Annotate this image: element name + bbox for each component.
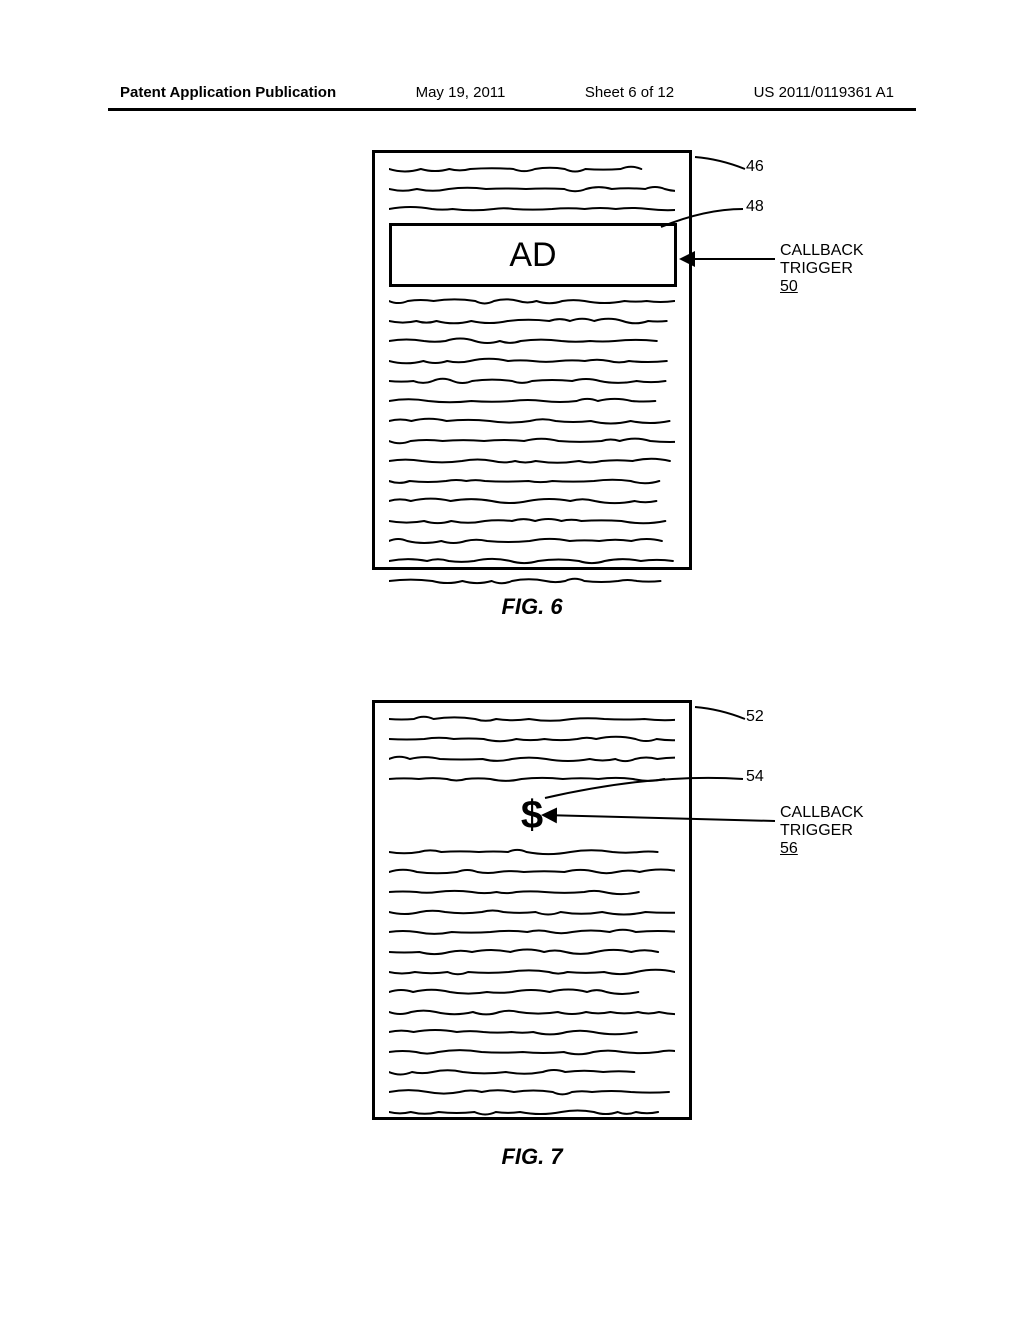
figure-6: AD 46 48 CALLBACK TRIGGER 50 FIG. 6: [332, 150, 692, 620]
header-pubno: US 2011/0119361 A1: [754, 84, 894, 101]
page-header: Patent Application Publication May 19, 2…: [0, 84, 1024, 101]
header-date: May 19, 2011: [416, 84, 506, 101]
fig7-ref-symbol: 54: [746, 768, 764, 786]
fig7-symbol: $: [389, 793, 675, 838]
fig7-label: FIG. 7: [372, 1144, 692, 1170]
figure-7: $ 52 54 CALLBACK TRIGGER 56 FIG. 7: [332, 700, 692, 1170]
header-left: Patent Application Publication: [120, 84, 336, 101]
fig7-document-box: $: [372, 700, 692, 1120]
fig6-text-lines-bottom: [389, 295, 675, 587]
header-sheet: Sheet 6 of 12: [585, 84, 674, 101]
fig6-ref-adbox: 48: [746, 198, 764, 216]
fig6-ref-page: 46: [746, 158, 764, 176]
fig6-ad-text: AD: [509, 236, 556, 275]
fig7-ref-page: 52: [746, 708, 764, 726]
fig7-callback-label: CALLBACK TRIGGER 56: [780, 804, 864, 858]
fig6-ad-box: AD: [389, 223, 677, 287]
fig6-callback-label: CALLBACK TRIGGER 50: [780, 242, 864, 296]
fig6-text-lines-top: [389, 163, 675, 215]
fig7-text-lines-bottom: [389, 846, 675, 1118]
header-rule: [108, 108, 916, 111]
fig6-label: FIG. 6: [372, 594, 692, 620]
fig7-text-lines-top: [389, 713, 675, 785]
fig6-document-box: AD: [372, 150, 692, 570]
